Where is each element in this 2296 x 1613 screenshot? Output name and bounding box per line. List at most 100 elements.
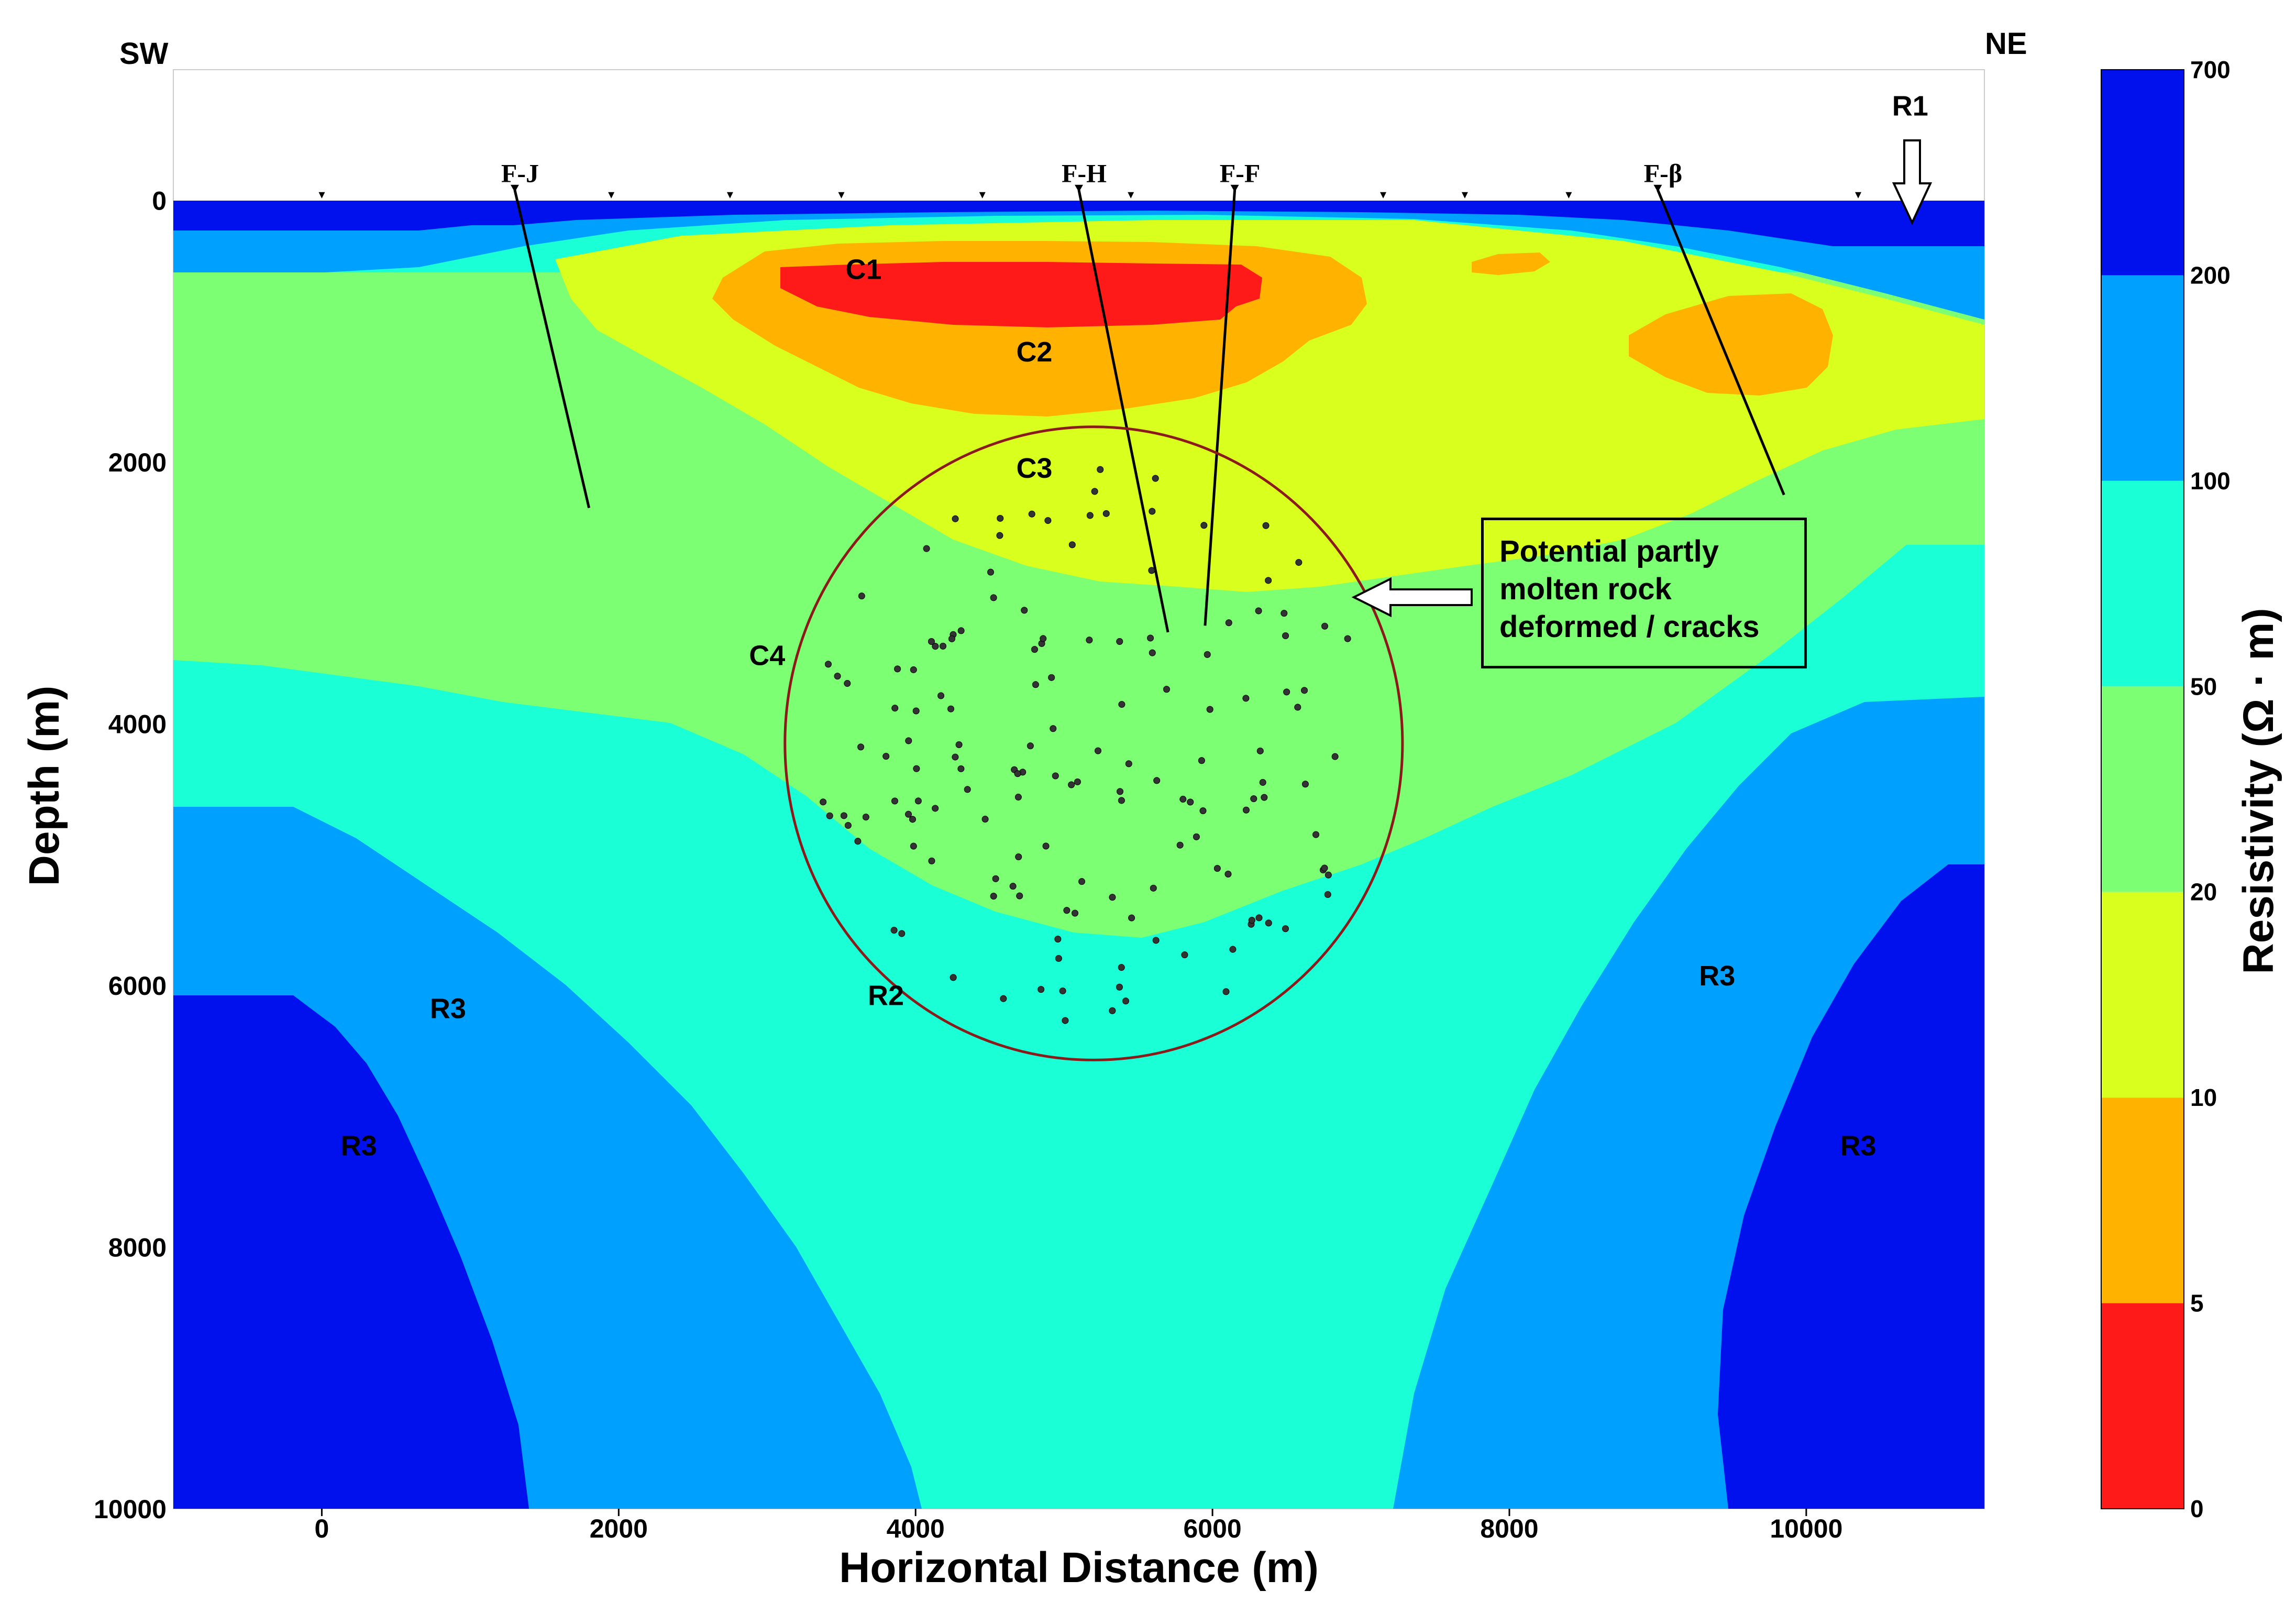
crack-dot: [1229, 946, 1237, 953]
station-triangle-icon: [1380, 192, 1387, 199]
crack-dot: [1324, 891, 1331, 898]
fault-marker-icon: [510, 184, 519, 192]
crack-dot: [914, 797, 922, 805]
crack-dot: [857, 743, 865, 751]
crack-dot: [882, 753, 890, 760]
x-axis-label: Horizontal Distance (m): [839, 1544, 1319, 1592]
crack-dot: [1125, 760, 1132, 767]
crack-dot: [1040, 635, 1047, 642]
crack-dot: [844, 822, 852, 829]
x-tick-label: 10000: [1770, 1514, 1842, 1543]
crack-dot: [1102, 510, 1110, 517]
crack-dot: [923, 545, 930, 552]
crack-dot: [1116, 983, 1123, 991]
crack-dot: [1200, 522, 1208, 529]
crack-dot: [928, 638, 935, 645]
x-tick-label: 8000: [1480, 1514, 1538, 1543]
crack-dot: [1224, 871, 1232, 878]
crack-dot: [913, 765, 920, 772]
crack-dot: [1128, 914, 1135, 921]
colorbar-tick-label: 50: [2190, 673, 2217, 700]
zone-label: C2: [1016, 336, 1052, 368]
annotation-line-1: Potential partly: [1499, 534, 1719, 568]
station-triangle-icon: [608, 192, 615, 199]
crack-dot: [840, 812, 847, 819]
crack-dot: [1044, 517, 1052, 524]
zone-label: R3: [341, 1131, 377, 1162]
colorbar-band: [2101, 892, 2184, 1098]
fault-line: [1204, 190, 1237, 626]
colorbar-band: [2101, 1303, 2184, 1509]
crack-dot: [1152, 475, 1159, 482]
fault-line: [1077, 190, 1169, 633]
crack-dot: [996, 532, 1003, 539]
crack-dot: [1048, 674, 1055, 681]
colorbar-band: [2101, 480, 2184, 687]
fault-line: [513, 190, 591, 509]
colorbar-band: [2101, 275, 2184, 481]
crack-dot: [1255, 914, 1263, 921]
crack-dot: [1225, 619, 1232, 627]
crack-dot: [990, 893, 997, 900]
x-tick-label: 4000: [887, 1514, 945, 1543]
molten-zone-dots: [820, 466, 1351, 1024]
crack-dot: [952, 753, 959, 761]
crack-dot: [1015, 853, 1022, 861]
crack-dot: [1213, 865, 1221, 872]
colorbar-tick-label: 10: [2190, 1084, 2217, 1111]
crack-dot: [940, 642, 947, 650]
contour-5-10-small: [1472, 253, 1550, 275]
crack-dot: [947, 705, 955, 712]
crack-dot: [1312, 831, 1320, 838]
station-triangle-icon: [726, 192, 733, 199]
x-tick-label: 6000: [1183, 1514, 1241, 1543]
crack-dot: [1262, 522, 1270, 529]
colorbar-label: Resistivity (Ω · m): [2235, 608, 2282, 974]
y-axis-ticks: 0 2000 4000 6000 8000 10000: [94, 186, 167, 1524]
station-triangle-icon: [1461, 192, 1468, 199]
crack-dot: [1344, 635, 1351, 642]
crack-dot: [1062, 1017, 1069, 1024]
crack-dot: [1187, 798, 1194, 806]
crack-dot: [952, 515, 959, 522]
direction-left-label: SW: [119, 37, 169, 71]
zone-label: R3: [1699, 960, 1735, 992]
crack-dot: [1153, 777, 1161, 784]
crack-dot: [1021, 607, 1028, 614]
crack-dot: [862, 814, 869, 821]
crack-dot: [1281, 610, 1288, 617]
fault-label: F-F: [1220, 159, 1261, 188]
crack-dot: [1026, 742, 1034, 750]
crack-dot: [854, 838, 862, 845]
crack-dot: [1149, 649, 1156, 656]
crack-dot: [1014, 770, 1021, 777]
crack-dot: [1054, 936, 1062, 943]
zone-label: R2: [868, 980, 904, 1012]
crack-dot: [1097, 466, 1104, 473]
fault-label: F-β: [1644, 159, 1683, 188]
crack-dot: [1321, 622, 1328, 630]
y-axis-label: Depth (m): [20, 686, 68, 886]
station-triangle-icon: [1855, 192, 1862, 199]
crack-dot: [1265, 919, 1272, 927]
crack-dot: [1198, 757, 1205, 764]
zone-label: C1: [845, 254, 881, 286]
annotation-left-arrow-icon: [1351, 577, 1473, 618]
crack-dot: [1199, 807, 1207, 815]
crack-dot: [910, 666, 917, 673]
crack-dot: [1181, 951, 1188, 959]
crack-dot: [890, 927, 898, 934]
crack-dot: [910, 842, 917, 850]
x-tick-label: 2000: [590, 1514, 648, 1543]
fault-marker-icon: [1075, 184, 1083, 192]
crack-dot: [1242, 695, 1250, 702]
crack-dot: [1301, 781, 1309, 788]
crack-dot: [1193, 833, 1200, 840]
crack-dot: [1050, 725, 1057, 732]
crack-dot: [1118, 964, 1125, 971]
contour-5-10-right: [1629, 293, 1833, 396]
crack-dot: [997, 514, 1004, 522]
crack-dot: [858, 592, 865, 600]
station-triangle-icon: [318, 192, 325, 199]
crack-dot: [844, 680, 851, 687]
